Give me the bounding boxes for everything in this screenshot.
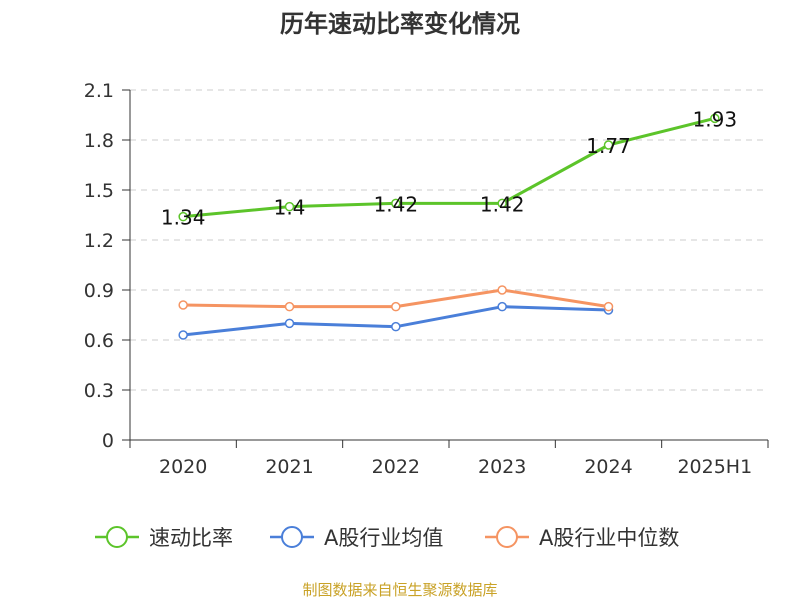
data-label: 1.34 [161, 206, 206, 230]
legend-label: A股行业均值 [324, 526, 443, 550]
legend-marker-icon [496, 526, 518, 548]
data-point[interactable] [284, 301, 295, 312]
data-label: 1.42 [374, 192, 419, 216]
legend-marker-icon [106, 526, 128, 548]
legend-label: 速动比率 [149, 526, 233, 550]
data-label: 1.4 [274, 196, 306, 220]
series-0: 1.34 1.4 1.42 1.42 1.77 1.93 [161, 107, 737, 229]
data-point[interactable] [178, 330, 188, 340]
legend-label: A股行业中位数 [539, 526, 679, 550]
data-label: 1.77 [586, 134, 631, 158]
axes [122, 89, 769, 448]
series-line-0 [183, 116, 716, 219]
legend-item-1[interactable]: A股行业均值 [270, 526, 443, 550]
data-point[interactable] [497, 285, 507, 295]
x-tick-label: 2023 [478, 456, 526, 478]
y-tick-label: 0.3 [84, 380, 114, 402]
data-point[interactable] [178, 211, 188, 222]
data-point[interactable] [497, 301, 507, 312]
legend-marker-icon [281, 526, 303, 548]
legend-item-2[interactable]: A股行业中位数 [485, 526, 679, 550]
data-label: 1.93 [693, 107, 738, 131]
chart-title: 历年速动比率变化情况 [280, 10, 520, 38]
y-tick-label: 0.9 [84, 280, 114, 302]
source-note: 制图数据来自恒生聚源数据库 [302, 581, 497, 599]
data-point[interactable] [284, 318, 295, 329]
data-point[interactable] [603, 140, 614, 150]
series-layer: 1.34 1.4 1.42 1.42 1.77 1.93 [161, 107, 737, 340]
data-point[interactable] [178, 300, 188, 310]
x-axis-ticks: 2020 2021 2022 2023 2024 2025H1 [159, 456, 752, 478]
x-tick-label: 2024 [584, 456, 632, 478]
grid-lines [130, 89, 768, 391]
series-2 [178, 285, 614, 312]
data-point[interactable] [710, 113, 720, 124]
data-label: 1.42 [480, 192, 525, 216]
y-tick-label: 0 [102, 430, 114, 452]
y-tick-label: 1.8 [84, 130, 114, 152]
legend[interactable]: 速动比率 A股行业均值 A股行业中位数 [95, 526, 679, 550]
y-axis-ticks: 0 0.3 0.6 0.9 1.2 1.5 1.8 2.1 [84, 80, 114, 452]
data-point[interactable] [284, 201, 295, 212]
legend-item-0[interactable]: 速动比率 [95, 526, 233, 550]
data-point[interactable] [497, 198, 507, 209]
y-tick-label: 2.1 [84, 80, 114, 102]
data-point[interactable] [391, 198, 401, 209]
x-tick-label: 2020 [159, 456, 207, 478]
data-point[interactable] [603, 301, 614, 312]
data-point[interactable] [391, 321, 401, 332]
series-1 [178, 301, 614, 340]
y-tick-label: 0.6 [84, 330, 114, 352]
data-point[interactable] [391, 301, 401, 312]
y-tick-label: 1.2 [84, 230, 114, 252]
x-tick-label: 2025H1 [677, 456, 752, 478]
x-tick-label: 2021 [265, 456, 313, 478]
y-tick-label: 1.5 [84, 180, 114, 202]
x-tick-label: 2022 [372, 456, 420, 478]
